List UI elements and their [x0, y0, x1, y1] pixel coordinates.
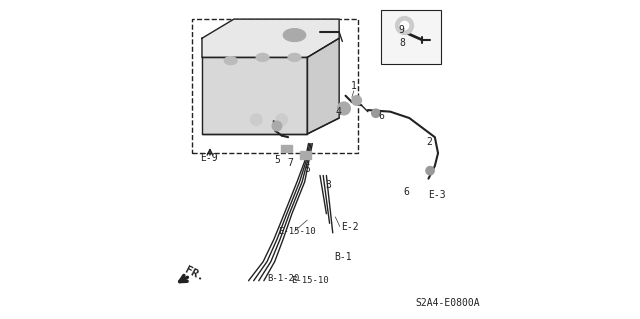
Ellipse shape	[288, 54, 301, 62]
Bar	[281, 145, 292, 152]
Bar	[300, 151, 312, 159]
Text: 2: 2	[426, 137, 432, 147]
Circle shape	[276, 114, 287, 125]
Text: B-1: B-1	[334, 252, 352, 262]
Polygon shape	[307, 38, 339, 134]
Text: 8: 8	[400, 38, 406, 48]
Polygon shape	[202, 57, 307, 134]
Text: S2A4-E0800A: S2A4-E0800A	[416, 298, 481, 308]
Text: 5: 5	[275, 155, 280, 165]
Bar	[300, 151, 312, 159]
Ellipse shape	[284, 29, 306, 41]
Text: 1: 1	[351, 81, 357, 91]
Circle shape	[372, 109, 380, 117]
Circle shape	[352, 96, 362, 105]
Circle shape	[250, 114, 262, 125]
Circle shape	[337, 102, 350, 115]
Text: FR.: FR.	[184, 265, 206, 283]
Polygon shape	[202, 19, 339, 57]
Ellipse shape	[256, 54, 269, 62]
Text: 5: 5	[305, 164, 310, 174]
Circle shape	[426, 167, 434, 175]
Text: 6: 6	[378, 111, 384, 121]
Text: E-15-10: E-15-10	[278, 226, 316, 235]
Circle shape	[396, 17, 413, 34]
Text: B-1-20: B-1-20	[268, 274, 300, 283]
Text: 7: 7	[287, 158, 293, 168]
Text: E-2: E-2	[340, 222, 358, 232]
Text: E-9: E-9	[200, 153, 218, 163]
FancyBboxPatch shape	[381, 10, 441, 64]
Text: 3: 3	[326, 180, 332, 190]
Text: 6: 6	[404, 187, 410, 197]
Text: E-15-10: E-15-10	[291, 276, 329, 285]
Bar	[281, 145, 292, 152]
Ellipse shape	[224, 56, 237, 64]
Circle shape	[272, 121, 282, 131]
Circle shape	[401, 21, 409, 30]
Text: E-3: E-3	[428, 190, 445, 200]
Text: 9: 9	[398, 26, 404, 35]
Text: 4: 4	[335, 108, 341, 117]
